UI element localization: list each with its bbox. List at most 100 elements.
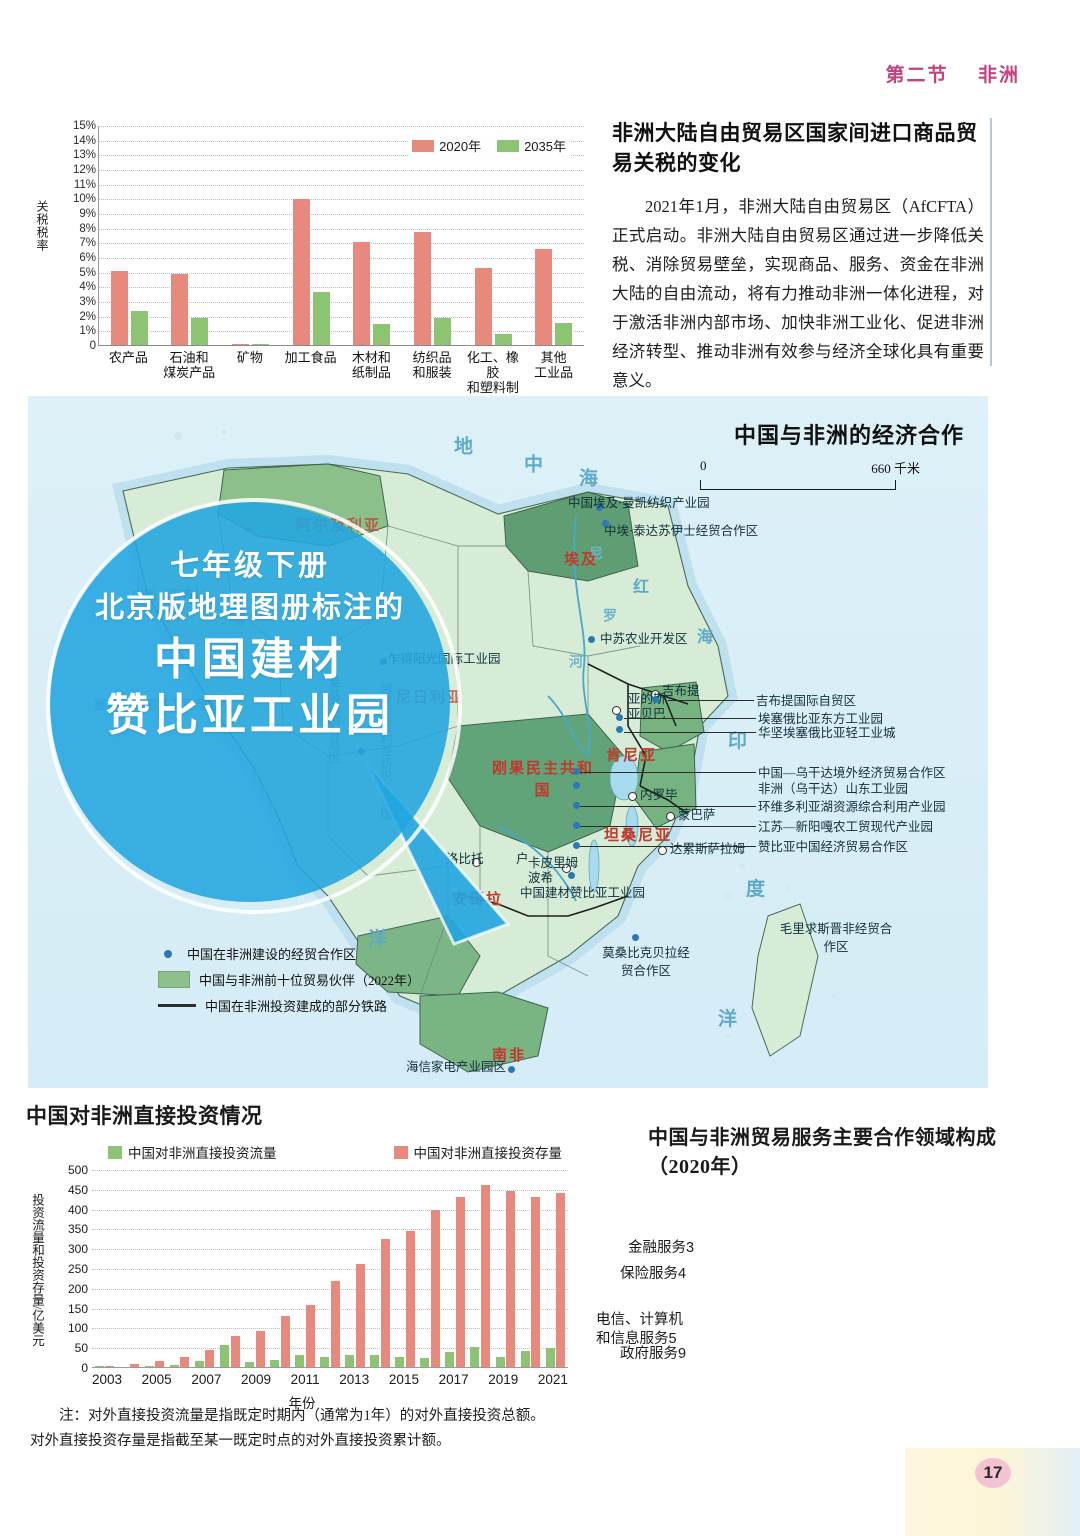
pie-label-government-value: 9 — [678, 1346, 687, 1362]
x-tick-label: 其他 工业品 — [534, 350, 574, 380]
gridline — [99, 258, 584, 259]
services-pie-section: 中国与非洲贸易服务主要合作领域构成（2020年） — [648, 1124, 1048, 1182]
sea-label-mediterranean-1: 地 — [451, 436, 472, 458]
zone-label-china-building-zambia: 中国建材赞比亚工业园 — [520, 886, 646, 900]
zone-marker-hisense-park[interactable] — [508, 1066, 515, 1073]
zone-marker-huajian-ethiopia[interactable] — [616, 726, 623, 733]
bar — [470, 1347, 480, 1368]
legend-swatch — [497, 139, 520, 152]
zone-marker-china-sudan-agri[interactable] — [588, 636, 595, 643]
y-tick-label: 150 — [67, 1301, 88, 1316]
africa-map-panel[interactable]: 中国与非洲的经济合作 0 660 千米 地 中 海 红 海 尼 罗 河 洋 洋 … — [28, 396, 988, 1088]
y-tick-label: 10% — [72, 193, 96, 206]
bar — [355, 1263, 365, 1368]
zone-label-zambia-china: 赞比亚中国经济贸易合作区 — [758, 840, 909, 854]
map-legend-row-railway: 中国在非洲投资建成的部分铁路 — [158, 996, 420, 1015]
zone-marker-jiangsu-xinyang[interactable] — [573, 822, 580, 829]
gridline — [99, 170, 584, 171]
bar — [191, 318, 209, 346]
bar — [433, 318, 451, 346]
bar — [270, 1359, 280, 1368]
article-title: 非洲大陆自由贸易区国家间进口商品贸易关税的变化 — [612, 121, 978, 175]
bar — [230, 1336, 240, 1368]
zone-label-mozambique-beira: 莫桑比克贝拉经贸合作区 — [602, 946, 690, 978]
bar — [413, 231, 431, 346]
river-label-nile-3: 河 — [567, 654, 582, 671]
zone-marker-djibouti-freetrade[interactable] — [652, 696, 659, 703]
bar-group — [142, 1170, 167, 1368]
y-tick-label: 11% — [73, 178, 96, 191]
bar — [495, 1357, 505, 1368]
page-number: 17 — [975, 1458, 1011, 1488]
zone-marker-zambia-china[interactable] — [573, 842, 580, 849]
bar-group — [518, 1170, 543, 1368]
bar-group — [463, 126, 524, 346]
x-tick-label — [320, 1372, 340, 1387]
bar — [380, 1239, 390, 1368]
bar — [330, 1281, 340, 1368]
bar-group — [342, 126, 403, 346]
y-tick-label: 8% — [79, 222, 96, 235]
city-marker-dar-es-salaam — [658, 846, 667, 855]
gridline — [99, 302, 584, 303]
x-tick-label — [518, 1372, 538, 1387]
zone-marker-china-egypt-mankai[interactable] — [596, 504, 603, 511]
bar — [535, 249, 553, 346]
country-label-kenya: 肯尼亚 — [606, 747, 658, 764]
zone-label-china-egypt-mankai: 中国埃及·曼凯纺织产业园 — [568, 496, 710, 510]
y-tick-label: 15% — [72, 120, 96, 132]
zone-marker-victoria-lake[interactable] — [573, 802, 580, 809]
y-tick-label: 4% — [79, 281, 96, 294]
zone-marker-china-building-zambia[interactable] — [568, 872, 575, 879]
gridline — [99, 214, 584, 215]
bar-group — [368, 1170, 393, 1368]
bar — [405, 1230, 415, 1368]
x-tick-label: 2011 — [290, 1372, 320, 1387]
gridline — [92, 1269, 568, 1270]
x-tick-label: 农产品 — [108, 350, 148, 365]
bar — [110, 271, 128, 346]
bar — [312, 291, 330, 346]
ocean-label-atlantic: 洋 — [368, 929, 391, 950]
leader-line-huajian — [624, 732, 756, 733]
bar-group — [242, 1170, 267, 1368]
railway-line-icon — [158, 1004, 196, 1007]
tariff-chart-gridlines — [99, 126, 584, 346]
city-marker-kapiri-mposhi — [562, 864, 571, 873]
zone-marker-uganda-shandong[interactable] — [573, 782, 580, 789]
zone-marker-teda-suez[interactable] — [602, 520, 609, 527]
callout-circle-ring — [46, 498, 462, 914]
y-tick-label: 7% — [79, 237, 96, 250]
bar-group — [543, 1170, 568, 1368]
y-tick-label: 14% — [72, 134, 96, 147]
zone-marker-uganda-zone[interactable] — [573, 768, 580, 775]
zone-label-huajian-ethiopia: 华坚埃塞俄比亚轻工业城 — [758, 726, 896, 740]
bar — [370, 1355, 380, 1368]
sea-label-red-sea-2: 海 — [694, 628, 711, 647]
callout-line-3: 中国建材 — [154, 635, 346, 684]
pie-label-government: 政府服务9 — [620, 1344, 686, 1364]
bar — [420, 1358, 430, 1368]
bar-group — [117, 1170, 142, 1368]
pie-label-telecom: 电信、计算机 和信息服务5 — [596, 1292, 683, 1349]
map-scale-rule — [700, 480, 896, 490]
city-label-hu: 户 — [516, 852, 529, 866]
y-tick-label: 300 — [67, 1242, 88, 1257]
bar-group — [317, 1170, 342, 1368]
gridline — [92, 1328, 568, 1330]
investment-chart-bars — [92, 1170, 568, 1368]
y-tick-label: 6% — [79, 252, 96, 264]
article-body: 2021年1月，非洲大陆自由贸易区（AfCFTA）正式启动。非洲大陆自由贸易区通… — [612, 197, 984, 390]
zone-dot-icon — [164, 949, 172, 958]
city-label-kapiri-mposhi: 卡皮里姆波希 — [528, 856, 579, 885]
bar-group — [217, 1170, 242, 1368]
bar — [232, 343, 250, 346]
bar-group — [92, 1170, 117, 1368]
tariff-chart-x-tick-labels: 农产品石油和煤炭产品矿物加工食品木材和纸制品纺织品和服装化工、橡胶和塑料制品其他… — [98, 350, 584, 410]
y-tick-label: 500 — [67, 1163, 88, 1177]
ocean-label-indian-south: 洋 — [718, 1009, 741, 1030]
zone-marker-ethiopia-eastern[interactable] — [616, 714, 623, 721]
zone-marker-mozambique-beira[interactable] — [632, 934, 639, 941]
bar — [556, 1192, 566, 1368]
investment-chart-plot-area — [92, 1170, 568, 1368]
